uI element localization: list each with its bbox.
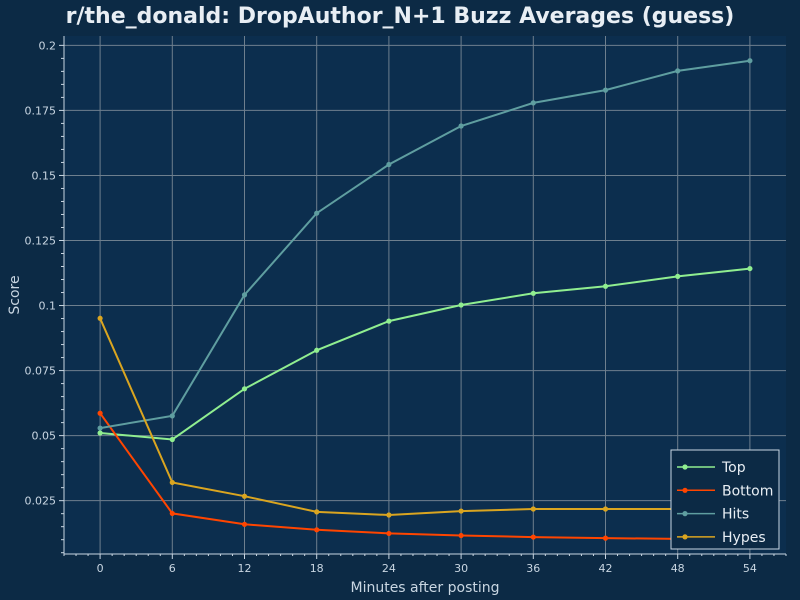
data-point (97, 425, 103, 431)
series-line-hypes (99, 317, 750, 517)
x-tick-label: 30 (454, 562, 468, 575)
data-point (169, 413, 175, 419)
legend: Top Bottom Hits Hypes (670, 449, 780, 550)
data-point (747, 265, 753, 272)
data-point (386, 530, 392, 537)
legend-swatch-marker (682, 510, 688, 517)
y-tick-label: 0.05 (32, 430, 57, 443)
series-line-hits (99, 59, 751, 430)
data-point (530, 100, 536, 106)
data-point (169, 436, 175, 443)
data-point (602, 535, 609, 541)
plot-area (64, 36, 786, 554)
data-point (458, 123, 464, 129)
data-point (386, 161, 392, 168)
data-point (602, 87, 609, 93)
data-point (241, 493, 248, 499)
y-axis-title: Score (7, 275, 23, 314)
data-point (97, 430, 103, 436)
x-tick-label: 0 (97, 562, 104, 575)
data-point (169, 510, 175, 517)
data-point (97, 315, 103, 321)
y-tick-label: 0.075 (25, 365, 57, 378)
x-tick-label: 6 (169, 562, 176, 575)
legend-label: Bottom (722, 483, 773, 499)
data-point (458, 508, 464, 514)
series-layer (97, 58, 753, 543)
series-top (97, 265, 753, 443)
y-tick-label: 0.1 (39, 300, 57, 313)
axes: 0 6 12 18 24 30 36 42 48 54 0.025 0.05 0.075 0.1 0.125… (25, 36, 787, 575)
data-point (530, 506, 536, 512)
data-point (675, 68, 681, 74)
legend-swatch-marker (682, 464, 688, 470)
y-tick-label: 0.175 (25, 104, 57, 117)
x-tick-label: 24 (382, 562, 396, 575)
data-point (602, 283, 609, 289)
legend-swatch-marker (682, 534, 688, 540)
x-tick-label: 18 (310, 562, 324, 575)
data-point (314, 527, 320, 533)
data-point (97, 410, 103, 416)
series-hits (97, 58, 753, 431)
data-point (386, 318, 392, 324)
data-point (458, 302, 464, 308)
series-line-bottom (99, 412, 750, 541)
data-point (530, 290, 536, 296)
x-tick-label: 42 (599, 562, 613, 575)
x-tick-label: 12 (238, 562, 252, 575)
x-axis-title: Minutes after posting (350, 580, 499, 596)
data-point (747, 58, 753, 64)
y-tick-label: 0.025 (25, 495, 57, 508)
x-tick-label: 54 (743, 562, 757, 575)
data-point (458, 532, 464, 539)
data-point (241, 386, 248, 392)
y-tick-label: 0.15 (32, 169, 57, 182)
x-tick-label: 36 (526, 562, 540, 575)
legend-label: Hits (722, 507, 749, 523)
data-point (675, 273, 681, 279)
data-point (314, 509, 320, 515)
y-tick-label: 0.2 (39, 39, 57, 52)
data-point (314, 347, 320, 353)
data-point (314, 210, 320, 216)
data-point (602, 506, 609, 512)
x-tick-label: 48 (671, 562, 685, 575)
data-point (386, 512, 392, 518)
data-point (241, 521, 248, 527)
legend-swatch-marker (682, 487, 688, 493)
chart-title: r/the_donald: DropAuthor_N+1 Buzz Averag… (65, 4, 735, 29)
legend-label: Hypes (722, 530, 766, 546)
y-tick-label: 0.125 (25, 234, 57, 247)
data-point (530, 534, 536, 540)
data-point (241, 292, 248, 298)
data-point (169, 479, 175, 486)
series-line-top (100, 267, 751, 441)
legend-label: Top (721, 460, 746, 476)
